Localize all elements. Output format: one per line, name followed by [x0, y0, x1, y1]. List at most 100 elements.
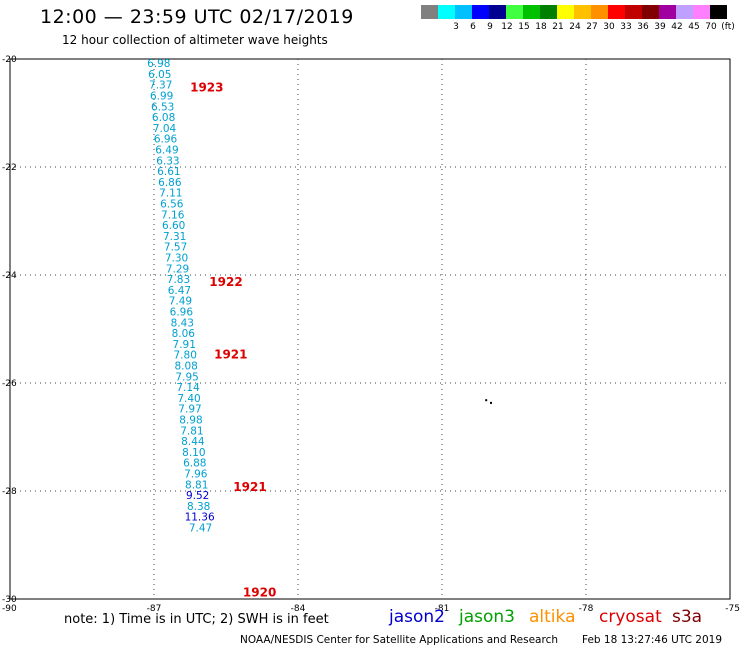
island-dot — [485, 399, 488, 402]
wave-height-label: 6.53 — [151, 101, 174, 113]
legend-swatch — [676, 5, 693, 19]
wave-height-label: 6.99 — [150, 91, 173, 103]
island-dot — [490, 401, 492, 404]
latitude-tick-label: -22 — [2, 163, 17, 173]
legend-label: 39 — [654, 22, 666, 32]
legend-swatch — [625, 5, 642, 19]
wave-height-label: 7.81 — [180, 425, 203, 437]
pass-time-label: 1921 — [233, 480, 266, 494]
footer-note: note: 1) Time is in UTC; 2) SWH is in fe… — [64, 612, 329, 627]
wave-height-label: 7.95 — [175, 371, 198, 383]
wave-height-label: 7.16 — [161, 209, 185, 221]
wave-height-label: 7.83 — [167, 274, 190, 286]
wave-height-label: 11.36 — [185, 512, 215, 524]
legend-swatch — [608, 5, 625, 19]
generation-timestamp: Feb 18 13:27:46 UTC 2019 — [582, 634, 722, 646]
wave-height-label: 7.11 — [159, 188, 182, 200]
wave-height-label: 7.14 — [176, 382, 200, 394]
wave-height-label: 6.49 — [155, 145, 178, 157]
wave-height-label: 6.61 — [157, 166, 180, 178]
legend-label: 15 — [518, 22, 530, 32]
wave-height-label: 7.91 — [173, 339, 196, 351]
credit-text: NOAA/NESDIS Center for Satellite Applica… — [240, 634, 558, 646]
latitude-tick-label: -24 — [2, 271, 17, 281]
wave-height-label: 8.44 — [181, 436, 205, 448]
wave-height-label: 8.06 — [172, 328, 196, 340]
wave-height-label: 8.81 — [185, 479, 208, 491]
satellite-cryosat-label: cryosat — [599, 607, 662, 627]
wave-height-label: 6.86 — [158, 177, 182, 189]
wave-height-label: 8.08 — [174, 361, 197, 373]
legend-swatch — [557, 5, 574, 19]
wave-height-label: 6.60 — [162, 220, 185, 232]
longitude-tick-label: -81 — [435, 604, 450, 614]
legend-label: 21 — [552, 22, 564, 32]
wave-height-label: 6.05 — [148, 69, 171, 81]
wave-height-label: 7.97 — [178, 404, 201, 416]
wave-height-label: 6.96 — [154, 134, 178, 146]
legend-label: 9 — [487, 22, 493, 32]
wave-height-label: 6.08 — [152, 112, 175, 124]
legend-label: 33 — [620, 22, 632, 32]
legend-label: 6 — [470, 22, 476, 32]
legend-label: 24 — [569, 22, 581, 32]
wave-height-label: 8.38 — [187, 501, 210, 513]
wave-height-label: 7.04 — [153, 123, 177, 135]
wave-height-label: 6.88 — [183, 458, 206, 470]
wave-height-label: 6.96 — [170, 307, 194, 319]
longitude-tick-label: -75 — [725, 604, 740, 614]
legend-label: 12 — [501, 22, 513, 32]
legend-swatch — [540, 5, 557, 19]
legend-label: 45 — [688, 22, 700, 32]
wave-height-label: 7.49 — [169, 296, 192, 308]
wave-height-label: 7.29 — [166, 263, 189, 275]
latitude-tick-label: -28 — [2, 487, 17, 497]
legend-swatch — [642, 5, 659, 19]
legend-label: 3 — [453, 22, 459, 32]
legend-swatch — [438, 5, 455, 19]
wave-height-label: 7.37 — [149, 80, 172, 92]
wave-height-label: 8.43 — [171, 317, 194, 329]
wave-height-label: 6.98 — [147, 58, 170, 70]
map-frame — [9, 58, 731, 600]
pass-time-label: 1921 — [214, 348, 247, 362]
legend-label: 30 — [603, 22, 615, 32]
legend-swatch — [574, 5, 591, 19]
legend-swatch — [472, 5, 489, 19]
page-title: 12:00 — 23:59 UTC 02/17/2019 — [40, 6, 354, 28]
pass-time-label: 1920 — [243, 585, 276, 599]
longitude-tick-label: -84 — [291, 604, 306, 614]
legend-label: 36 — [637, 22, 649, 32]
page-subtitle: 12 hour collection of altimeter wave hei… — [62, 33, 328, 47]
longitude-tick-label: -90 — [2, 604, 17, 614]
legend-swatch — [489, 5, 506, 19]
wave-height-label: 7.40 — [177, 393, 200, 405]
legend-swatch — [591, 5, 608, 19]
legend-swatch — [693, 5, 710, 19]
legend-label: (ft) — [721, 22, 735, 32]
legend-swatch — [506, 5, 523, 19]
wave-height-label: 8.98 — [179, 415, 202, 427]
satellite-s3a-label: s3a — [672, 607, 703, 627]
legend-swatch — [659, 5, 676, 19]
wave-height-label: 6.47 — [168, 285, 191, 297]
wave-height-label: 7.47 — [189, 523, 212, 535]
wave-height-label: 6.56 — [160, 199, 184, 211]
legend-label: 70 — [705, 22, 717, 32]
latitude-tick-label: -26 — [2, 379, 17, 389]
wave-height-label: 7.80 — [174, 350, 197, 362]
wave-height-label: 9.52 — [186, 490, 209, 502]
wave-height-label: 7.96 — [184, 469, 208, 481]
latitude-tick-label: -30 — [2, 595, 17, 605]
legend-label: 27 — [586, 22, 598, 32]
satellite-altika-label: altika — [529, 607, 576, 627]
pass-time-label: 1923 — [190, 80, 223, 94]
latitude-tick-label: -20 — [2, 55, 17, 65]
wave-height-label: 7.30 — [165, 253, 188, 265]
longitude-tick-label: -78 — [579, 604, 594, 614]
satellite-jason2-label: jason2 — [389, 607, 445, 627]
legend-label: 42 — [671, 22, 683, 32]
wave-height-label: 8.10 — [182, 447, 205, 459]
legend-swatch — [455, 5, 472, 19]
